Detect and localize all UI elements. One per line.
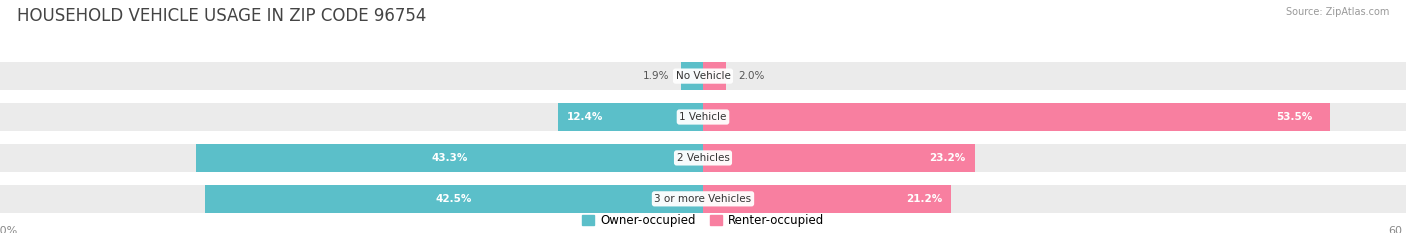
Text: 1 Vehicle: 1 Vehicle xyxy=(679,112,727,122)
Text: 23.2%: 23.2% xyxy=(929,153,966,163)
Text: 21.2%: 21.2% xyxy=(905,194,942,204)
Text: 2 Vehicles: 2 Vehicles xyxy=(676,153,730,163)
Bar xyxy=(0,62,1406,90)
Text: HOUSEHOLD VEHICLE USAGE IN ZIP CODE 96754: HOUSEHOLD VEHICLE USAGE IN ZIP CODE 9675… xyxy=(17,7,426,25)
Bar xyxy=(703,103,1330,131)
Bar xyxy=(703,185,952,213)
Bar xyxy=(703,144,974,172)
Text: 1.9%: 1.9% xyxy=(643,71,669,81)
Text: 2.0%: 2.0% xyxy=(738,71,765,81)
Text: 3 or more Vehicles: 3 or more Vehicles xyxy=(654,194,752,204)
Bar xyxy=(0,103,1406,131)
Bar xyxy=(0,144,1406,172)
Legend: Owner-occupied, Renter-occupied: Owner-occupied, Renter-occupied xyxy=(582,214,824,227)
Bar xyxy=(0,185,1406,213)
Bar xyxy=(681,62,703,90)
Text: 42.5%: 42.5% xyxy=(436,194,472,204)
Bar xyxy=(558,103,703,131)
Text: No Vehicle: No Vehicle xyxy=(675,71,731,81)
Bar xyxy=(195,144,703,172)
Text: 43.3%: 43.3% xyxy=(432,153,468,163)
Text: 12.4%: 12.4% xyxy=(567,112,603,122)
Bar xyxy=(205,185,703,213)
Bar xyxy=(703,62,727,90)
Text: 53.5%: 53.5% xyxy=(1277,112,1312,122)
Text: Source: ZipAtlas.com: Source: ZipAtlas.com xyxy=(1285,7,1389,17)
